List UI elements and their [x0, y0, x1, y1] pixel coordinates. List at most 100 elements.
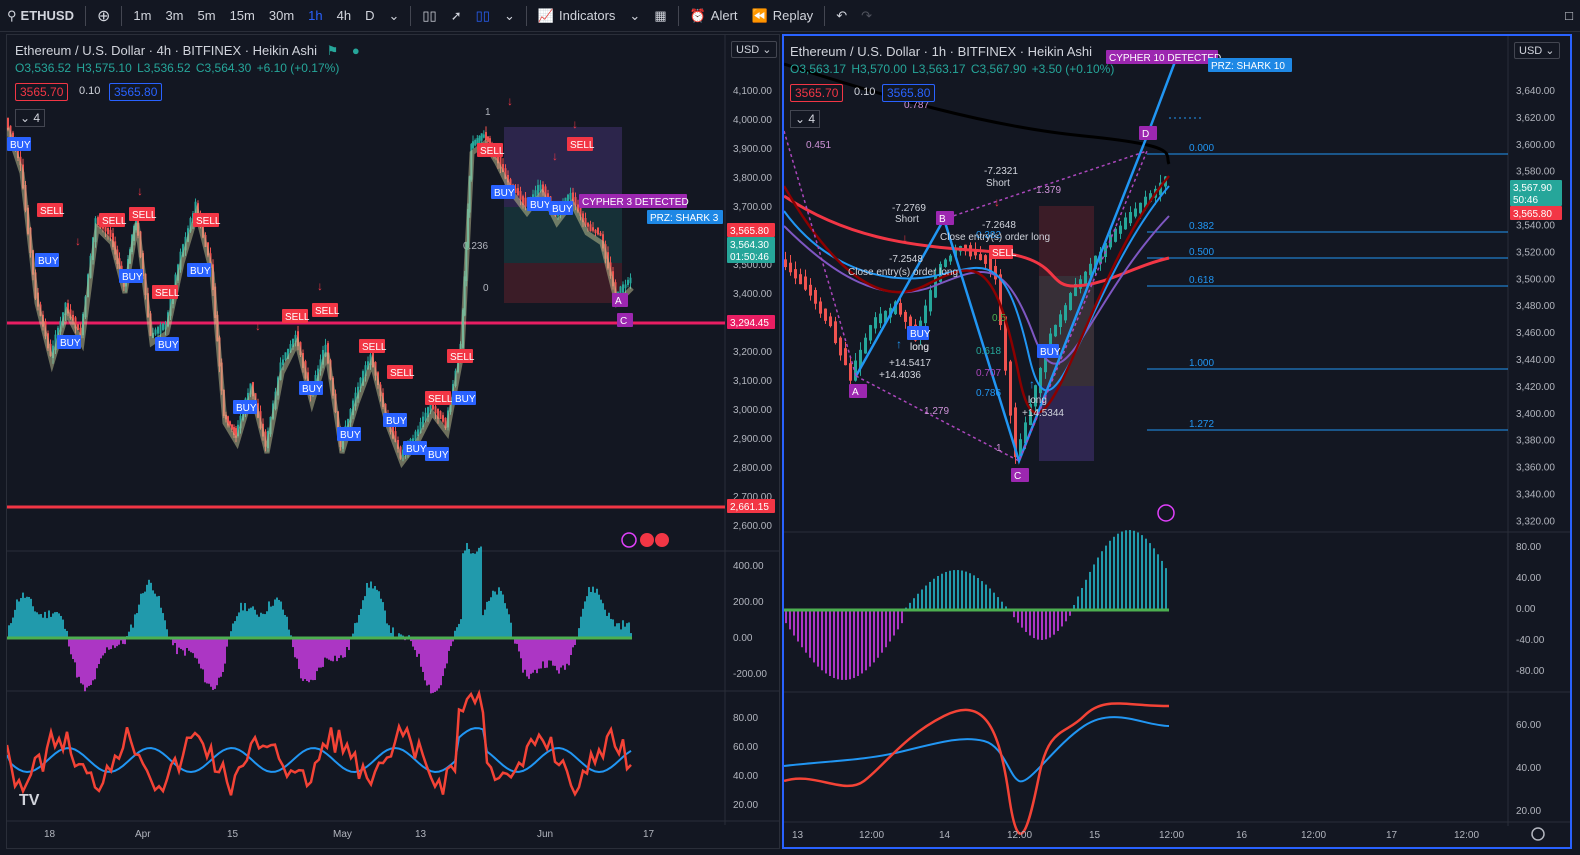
- candle-body: [231, 424, 233, 430]
- line-upper-label: 3,294.45: [730, 318, 769, 329]
- time-tick: 15: [1089, 830, 1101, 841]
- candle-body: [597, 227, 599, 235]
- replay-button[interactable]: ⏪ Replay: [745, 0, 821, 32]
- candle-body: [864, 337, 867, 354]
- point-d-bg: [1139, 126, 1157, 140]
- candle-body: [542, 184, 544, 193]
- rsi-tick: 40.00: [1516, 763, 1541, 774]
- bars-style-button[interactable]: ▯▯: [415, 0, 443, 32]
- currency-selector[interactable]: USD ⌄: [731, 41, 777, 58]
- candle-body: [485, 132, 487, 141]
- search-icon: ⚲: [7, 7, 17, 23]
- rsi-line: [784, 702, 1170, 835]
- ratio-label: 0.707: [976, 368, 1001, 379]
- harmonic-pattern-line: [854, 50, 1181, 465]
- osc-tick: -80.00: [1516, 666, 1545, 677]
- candle-body: [547, 193, 549, 201]
- indicator-count-toggle[interactable]: ⌄ 4: [790, 110, 821, 128]
- time-tick: Jun: [537, 829, 553, 840]
- interval-15m[interactable]: 15m: [229, 8, 255, 23]
- compare-button[interactable]: ⊕: [90, 0, 117, 32]
- point-c: C: [620, 316, 627, 327]
- interval-1h[interactable]: 1h: [308, 8, 323, 23]
- ratio-label: 1.279: [924, 406, 949, 417]
- candle-body: [349, 409, 352, 423]
- osc-tick: 0.00: [1516, 604, 1536, 615]
- candle-body: [432, 402, 434, 410]
- interval-4h[interactable]: 4h: [336, 8, 352, 23]
- candle-body: [534, 190, 537, 199]
- alert-button[interactable]: ⏰ Alert: [683, 0, 745, 32]
- rsi-signal-line: [7, 727, 632, 774]
- candle-body: [854, 360, 857, 381]
- ohlc-close: C3,567.90: [970, 62, 1027, 76]
- left-chart-canvas[interactable]: 4,100.00 4,000.00 3,900.00 3,800.00 3,700.00…: [7, 35, 780, 849]
- undo-icon: ↶: [836, 7, 848, 23]
- buy-signal: BUY: [455, 394, 476, 405]
- sell-signal: SELL: [40, 206, 65, 217]
- right-chart-canvas[interactable]: 3,640.003,620.003,600.003,580.003,560.00…: [784, 36, 1570, 847]
- indicator-count-toggle[interactable]: ⌄ 4: [15, 109, 46, 127]
- candle-body: [804, 276, 807, 290]
- candle-body: [282, 359, 284, 366]
- candle-body: [74, 317, 77, 329]
- buy-signal-bg: [383, 413, 407, 427]
- candle-body: [417, 429, 419, 437]
- time-tick: 14: [939, 830, 951, 841]
- fib-level-label: 0.382: [1189, 221, 1214, 232]
- indicators-button[interactable]: 📈 Indicators: [531, 0, 623, 32]
- interval-3m[interactable]: 3m: [165, 8, 184, 23]
- left-chart-panel[interactable]: 4,100.00 4,000.00 3,900.00 3,800.00 3,700.00…: [6, 34, 780, 849]
- time-tick: 13: [415, 829, 427, 840]
- candle-body: [357, 386, 359, 399]
- ma-blue-line: [784, 185, 1170, 392]
- line-upper-label-bg: [727, 315, 775, 329]
- interval-30m[interactable]: 30m: [268, 8, 295, 23]
- buy-signal: BUY: [428, 450, 449, 461]
- ohlc-low: L3,536.52: [137, 61, 191, 75]
- point-b: B: [939, 214, 946, 225]
- sell-price-button[interactable]: 3565.70: [790, 84, 844, 102]
- fullscreen-button[interactable]: □: [1558, 0, 1580, 32]
- currency-selector[interactable]: USD ⌄: [1514, 42, 1560, 59]
- line-style-button[interactable]: ➚: [444, 0, 469, 32]
- candle-body: [594, 229, 597, 234]
- candle-body: [289, 344, 292, 353]
- interval-D[interactable]: D: [365, 8, 375, 23]
- indicators-dropdown[interactable]: ⌄: [622, 0, 647, 32]
- ohlc-high: H3,570.00: [851, 62, 907, 76]
- point-a-bg: [612, 293, 628, 307]
- style-dropdown[interactable]: ⌄: [497, 0, 522, 32]
- candle-body: [354, 392, 357, 407]
- candle-body: [439, 411, 442, 420]
- interval-1m[interactable]: 1m: [133, 8, 152, 23]
- candle-body: [519, 191, 522, 200]
- templates-button[interactable]: ▦: [647, 0, 673, 32]
- sell-price-button[interactable]: 3565.70: [15, 83, 69, 101]
- rsi-tick: 60.00: [733, 742, 758, 753]
- buy-price-button[interactable]: 3565.80: [882, 84, 936, 102]
- redo-icon: ↷: [861, 7, 872, 23]
- price-tick: 2,700.00: [733, 492, 772, 503]
- right-chart-panel[interactable]: 3,640.003,620.003,600.003,580.003,560.00…: [782, 34, 1572, 849]
- candle-body: [1034, 385, 1037, 407]
- buy-price-button[interactable]: 3565.80: [109, 83, 163, 101]
- interval-dropdown[interactable]: ⌄: [382, 0, 407, 32]
- interval-5m[interactable]: 5m: [197, 8, 216, 23]
- sell-signal: SELL: [196, 216, 221, 227]
- sell-signal-bg: [312, 303, 338, 317]
- heikin-style-button[interactable]: ▯▯: [469, 0, 497, 32]
- symbol-search[interactable]: ⚲ ETHUSD: [0, 0, 81, 32]
- alarm-clock-icon: ⏰: [689, 7, 706, 23]
- sell-signal: SELL: [390, 368, 415, 379]
- buy-signal-bg: [337, 427, 361, 441]
- candle-body: [284, 352, 287, 361]
- ratio-label: 0.5: [992, 313, 1006, 324]
- candle-body: [237, 424, 239, 437]
- sell-signal-bg: [282, 309, 308, 323]
- buy-signal-bg: [907, 326, 929, 340]
- redo-button[interactable]: ↷: [854, 0, 879, 32]
- undo-button[interactable]: ↶: [829, 0, 854, 32]
- price-green-label-bg: [727, 237, 775, 251]
- ohlc-open: O3,536.52: [15, 61, 72, 75]
